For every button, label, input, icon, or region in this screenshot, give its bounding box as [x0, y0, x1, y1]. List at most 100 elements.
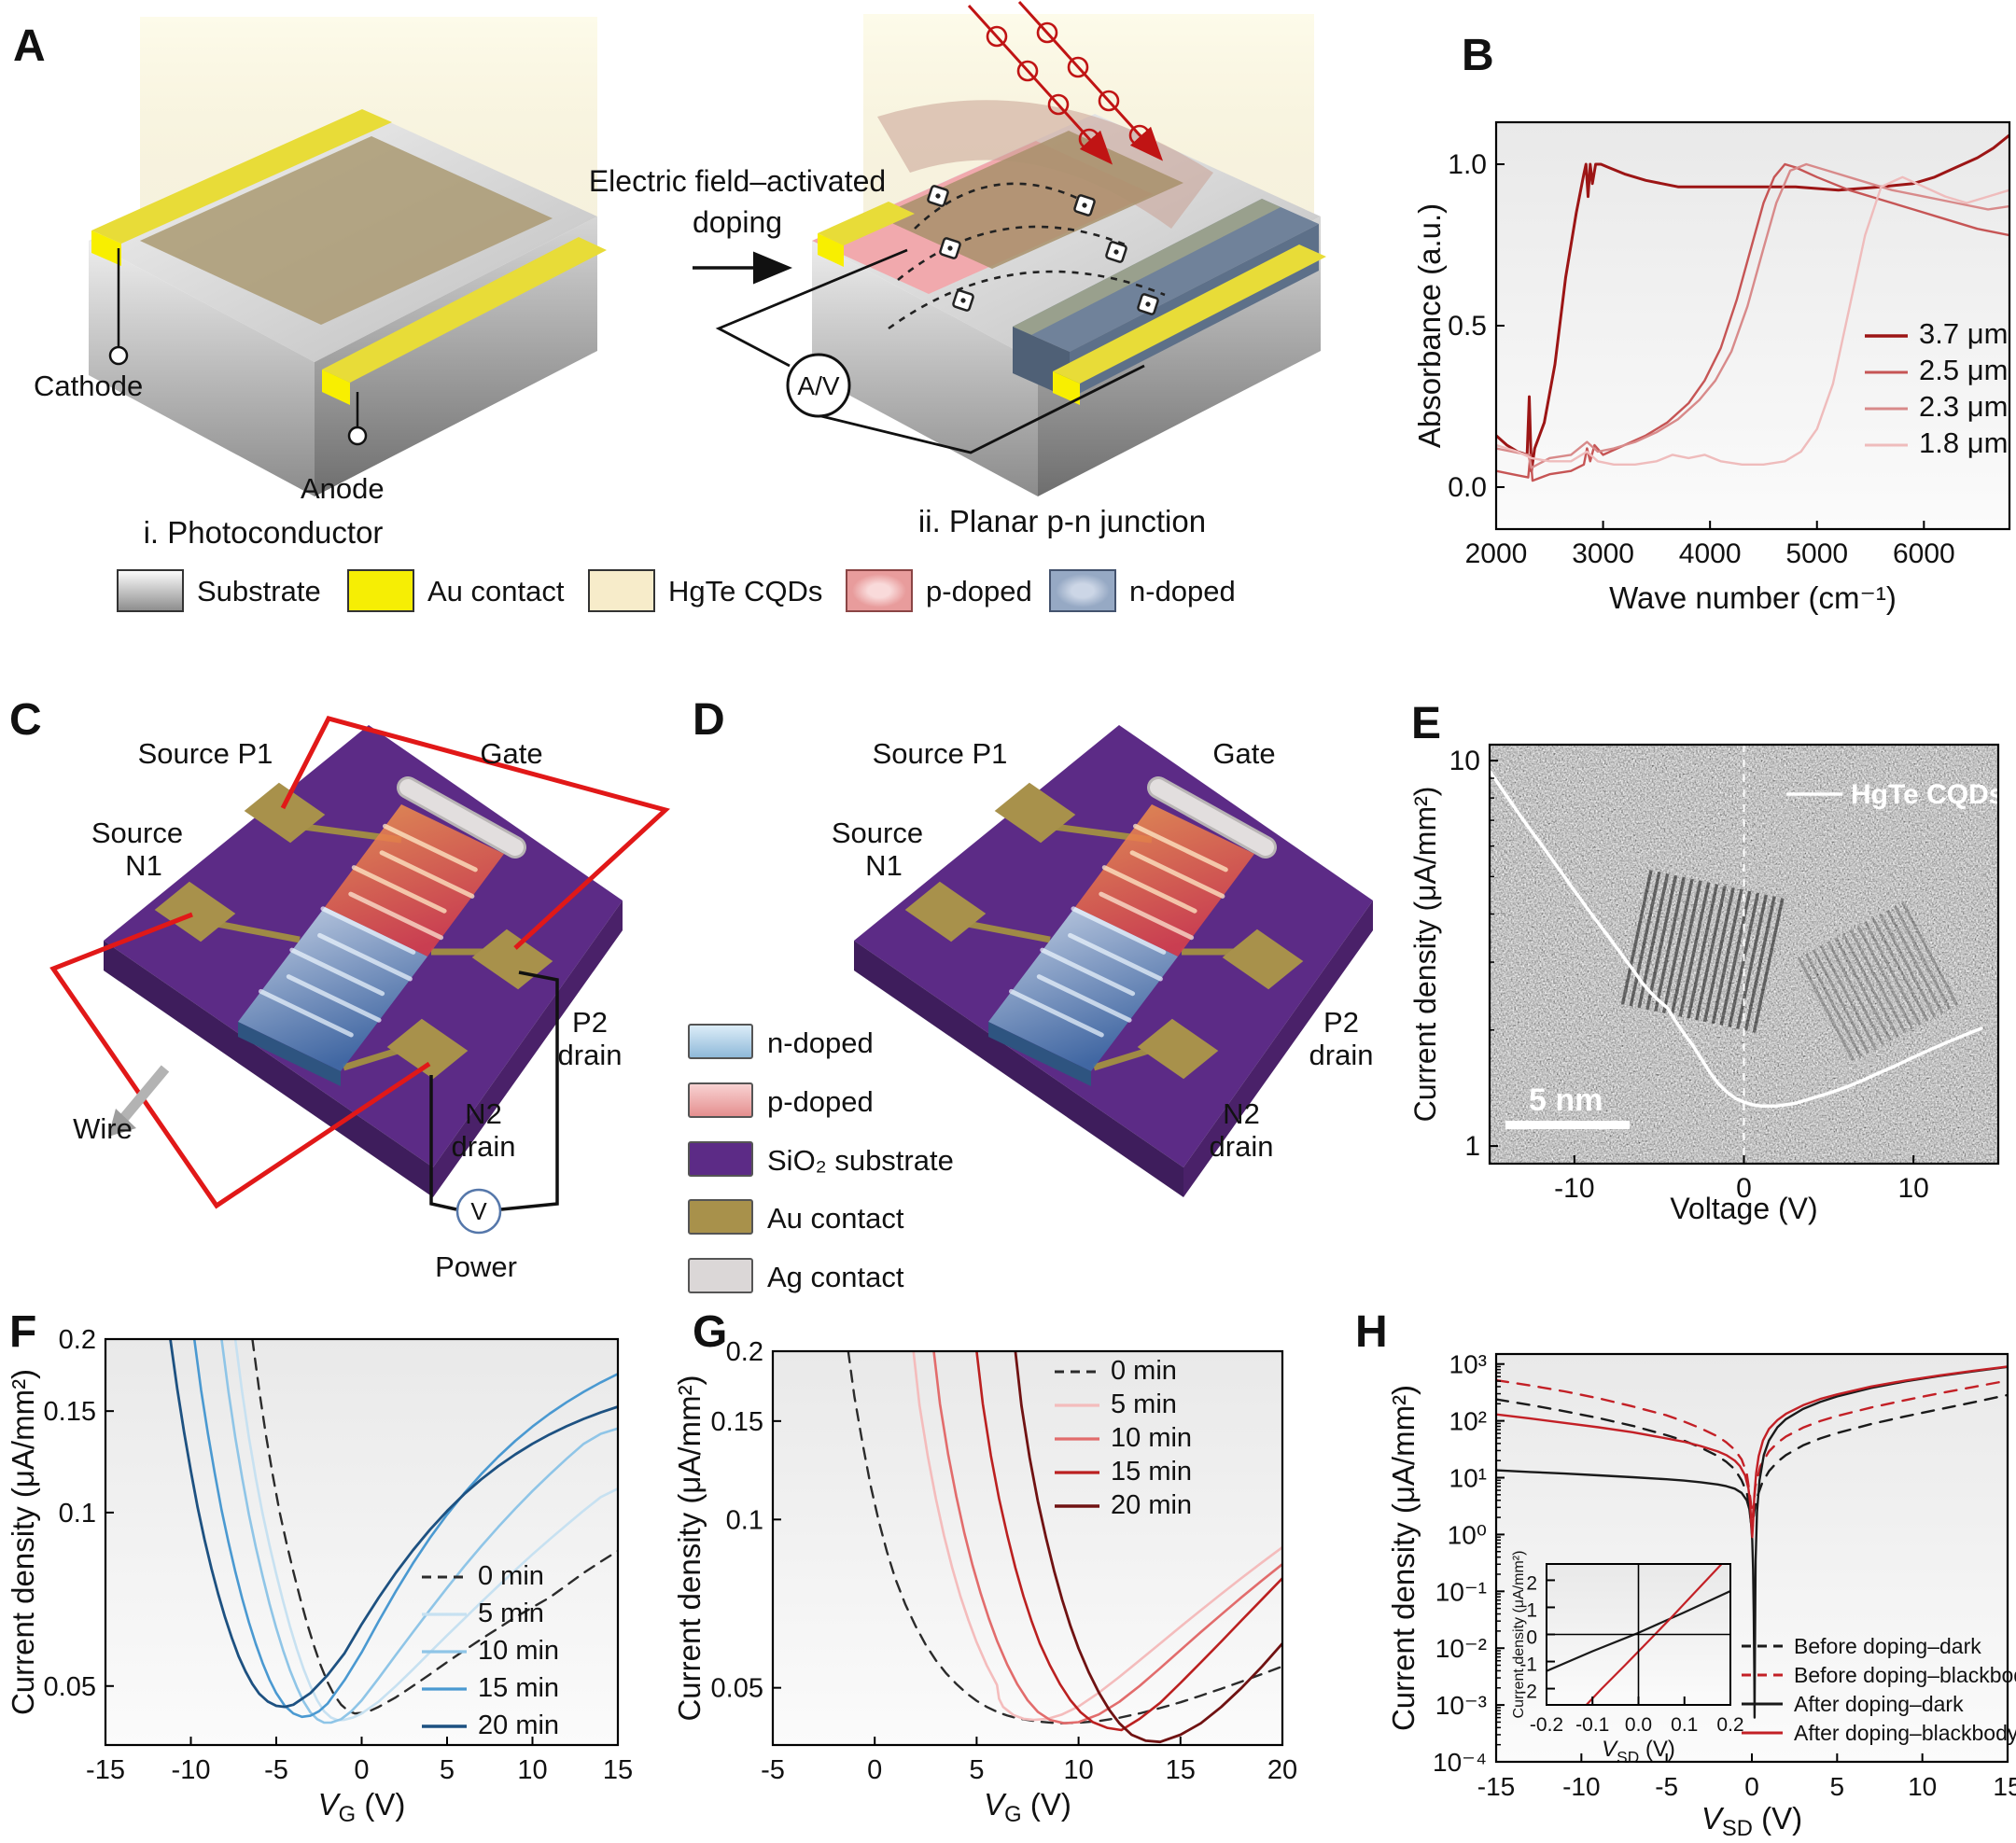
chart-tem-iv-overlay: HgTe CQDs 5 nm -10 0 10 1 10 Voltage (V) Current…	[1408, 743, 2004, 1225]
external-red-wire	[49, 716, 671, 1209]
svg-text:0.2: 0.2	[59, 1325, 96, 1355]
sio2-substrate-left	[854, 941, 1183, 1197]
cathode-label: Cathode	[34, 370, 144, 402]
series-after-doping-blackbody	[1496, 1365, 2008, 1539]
au-pad-p2-drain	[1222, 928, 1304, 990]
svg-text:10: 10	[1908, 1772, 1937, 1801]
svg-text:0: 0	[1744, 1772, 1759, 1801]
panel-e-label: E	[1411, 699, 1442, 748]
c-n2-label2: drain	[451, 1130, 516, 1163]
legend-label-0-min: 0 min	[1111, 1356, 1177, 1386]
svg-text:0.5: 0.5	[1448, 311, 1487, 342]
svg-text:10⁻¹: 10⁻¹	[1435, 1577, 1487, 1606]
chart-transfer-p-doping: -5 0 5 10 15 20 0.05 0.1 0.15 0.2 VG (V) Current de…	[672, 1337, 1297, 1827]
legend-label-hgte-cqds: HgTe CQDs	[668, 575, 823, 607]
series-group	[1490, 769, 1983, 1108]
svg-text:0: 0	[1736, 1173, 1752, 1204]
c-source-n1-label2: N1	[125, 849, 162, 882]
svg-text:0.05: 0.05	[711, 1674, 763, 1704]
transition-text-line2: doping	[692, 205, 783, 239]
meter-wire-left	[715, 248, 908, 368]
svg-text:2: 2	[1526, 1572, 1537, 1594]
sio2-substrate-right	[433, 901, 623, 1197]
hgte-film-shade	[140, 136, 553, 325]
d-legend-swatch-p-doped	[688, 1082, 753, 1118]
d-legend-swatch-sio2	[688, 1141, 753, 1177]
svg-text:15: 15	[603, 1755, 633, 1785]
svg-text:-10: -10	[1562, 1772, 1600, 1801]
av-meter-label: A/V	[797, 371, 839, 400]
c-wire-label: Wire	[73, 1112, 133, 1145]
svg-text:15: 15	[1993, 1772, 2016, 1801]
tick-labels: 2000 3000 4000 5000 6000 0.0 0.5 1.0	[1448, 149, 1954, 569]
channel-edge	[238, 1022, 341, 1086]
svg-text:-10: -10	[172, 1755, 211, 1785]
legend-label-before-doping-blackbody: Before doping–blackbody	[1794, 1663, 2016, 1687]
au-pad-n2-drain	[386, 1018, 469, 1080]
au-pad-source-n1	[904, 881, 987, 942]
series-10-min	[220, 1339, 618, 1724]
plot-area	[773, 1351, 1282, 1745]
legend-label-before-doping-dark: Before doping–dark	[1794, 1634, 1981, 1658]
x-axis-label: Wave number (cm⁻¹)	[1609, 580, 1897, 615]
c-gate-label: Gate	[480, 737, 543, 770]
legend-label-15-min: 15 min	[478, 1673, 559, 1703]
x-axis-label: VG (V)	[984, 1787, 1071, 1827]
legend-swatch-n-doped	[1049, 569, 1116, 612]
svg-text:1: 1	[1464, 1131, 1480, 1162]
series-3-7-m	[1496, 133, 2009, 473]
c-p2-label2: drain	[557, 1039, 623, 1071]
charge-transfer-arcs	[888, 182, 1166, 330]
panel-c-label: C	[9, 695, 42, 745]
svg-text:-5: -5	[761, 1755, 785, 1785]
svg-text:-15: -15	[1477, 1772, 1515, 1801]
svg-text:0.1: 0.1	[59, 1499, 96, 1529]
au-contact-bar2-front	[322, 370, 350, 405]
y-axis-label: Current density (μA/mm²)	[1408, 787, 1442, 1123]
axis-ticks	[1490, 760, 1915, 1164]
legend-label-p-doped: p-doped	[926, 575, 1032, 607]
chart-iv-inset: -0.2 -0.1 0.0 0.1 0.2 2 1 0 -1 -2 VSD (V) Current d…	[1511, 1551, 1744, 1766]
svg-text:0: 0	[354, 1755, 369, 1785]
legend-label-after-doping-blackbody: After doping–blackbody	[1794, 1721, 2016, 1745]
c-p2-label: P2	[572, 1006, 608, 1039]
svg-text:10: 10	[1449, 746, 1480, 776]
axis-ticks	[105, 1338, 619, 1745]
svg-text:15: 15	[1166, 1755, 1196, 1785]
svg-text:10: 10	[1897, 1173, 1928, 1204]
legend-label-0-min: 0 min	[478, 1561, 544, 1591]
charge-markers	[927, 185, 1159, 315]
svg-text:6000: 6000	[1893, 538, 1955, 569]
series-group	[1496, 1365, 2008, 1719]
series-15-min	[192, 1339, 618, 1719]
au-contact-bar-top	[91, 109, 392, 244]
svg-text:-15: -15	[86, 1755, 125, 1785]
svg-text:-0.1: -0.1	[1575, 1714, 1609, 1736]
svg-text:5: 5	[969, 1755, 984, 1785]
y-axis-label: Current density (μA/mm²)	[1511, 1551, 1527, 1719]
d-legend-swatch-au	[688, 1199, 753, 1235]
hgte-film-2	[877, 131, 1183, 269]
svg-text:-2: -2	[1519, 1682, 1537, 1703]
d-gate-label: Gate	[1212, 737, 1276, 770]
svg-text:4000: 4000	[1679, 538, 1742, 569]
p-doped-channel	[325, 804, 504, 956]
transition-text-line1: Electric field–activated	[588, 164, 887, 198]
interdigitated-fingers	[1009, 823, 1228, 1038]
device-chip: V	[49, 716, 671, 1235]
svg-text:0.2: 0.2	[1716, 1714, 1743, 1736]
c-source-n1-label: Source	[91, 817, 184, 849]
channel-edge	[988, 1022, 1091, 1086]
series-after-doping-dark	[1496, 1365, 2008, 1719]
ag-gate-bar	[399, 779, 524, 856]
d-n2-label: N2	[1223, 1097, 1260, 1130]
legend-swatch-p-doped	[846, 569, 913, 612]
panel-c-schematic: V	[49, 716, 671, 1235]
panel-b-label: B	[1462, 31, 1494, 80]
legend-label-5-min: 5 min	[1111, 1389, 1177, 1419]
au-pad-source-p1	[994, 782, 1076, 844]
svg-text:10⁻³: 10⁻³	[1435, 1691, 1487, 1720]
legend-swatch-hgte-cqds	[588, 569, 655, 612]
svg-text:3000: 3000	[1572, 538, 1634, 569]
